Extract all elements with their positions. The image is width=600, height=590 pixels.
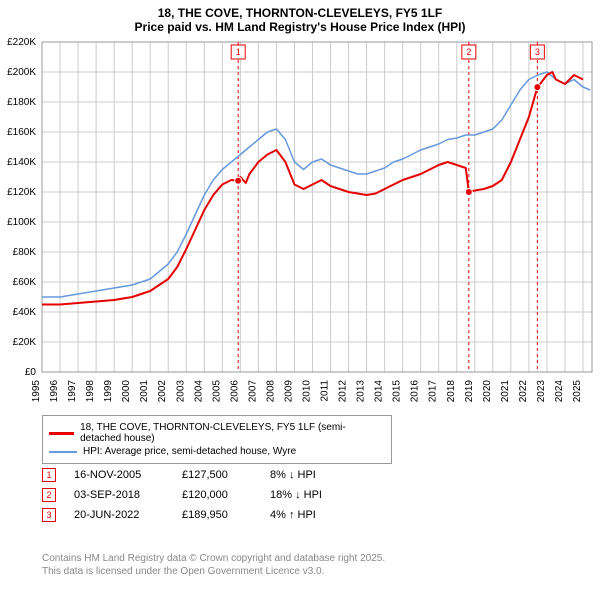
x-axis-label: 2019	[464, 380, 475, 403]
legend-item: 18, THE COVE, THORNTON-CLEVELEYS, FY5 1L…	[49, 422, 385, 444]
y-axis-label: £0	[25, 367, 37, 378]
x-axis-label: 2024	[554, 380, 565, 403]
x-axis-label: 2004	[193, 380, 204, 403]
x-axis-label: 1999	[103, 380, 114, 403]
x-axis-label: 2017	[428, 380, 439, 403]
y-axis-label: £180K	[7, 97, 36, 108]
x-axis-label: 2007	[247, 380, 258, 403]
sale-hpi-delta: 4% ↑ HPI	[270, 509, 370, 521]
chart-title-line1: 18, THE COVE, THORNTON-CLEVELEYS, FY5 1L…	[0, 0, 600, 20]
x-axis-label: 2006	[229, 380, 240, 403]
sale-row: 2 03-SEP-2018 £120,000 18% ↓ HPI	[42, 488, 370, 502]
x-axis-label: 1997	[67, 380, 78, 403]
x-axis-label: 2025	[572, 380, 583, 403]
x-axis-label: 2000	[121, 380, 132, 403]
sale-row: 3 20-JUN-2022 £189,950 4% ↑ HPI	[42, 508, 370, 522]
x-axis-label: 2010	[301, 380, 312, 403]
x-axis-label: 2016	[410, 380, 421, 403]
chart-svg: £0£20K£40K£60K£80K£100K£120K£140K£160K£1…	[42, 42, 592, 372]
y-axis-label: £100K	[7, 217, 36, 228]
footer-attribution: Contains HM Land Registry data © Crown c…	[42, 552, 385, 578]
x-axis-label: 2021	[500, 380, 511, 403]
y-axis-label: £60K	[13, 277, 37, 288]
y-axis-label: £40K	[13, 307, 37, 318]
x-axis-label: 2005	[211, 380, 222, 403]
x-axis-label: 1998	[85, 380, 96, 403]
sale-marker-1: 1	[231, 45, 245, 59]
svg-text:3: 3	[535, 47, 540, 57]
sale-hpi-delta: 18% ↓ HPI	[270, 489, 370, 501]
x-axis-label: 2012	[338, 380, 349, 403]
legend-swatch	[49, 432, 74, 435]
footer-line2: This data is licensed under the Open Gov…	[42, 565, 385, 578]
y-axis-label: £140K	[7, 157, 36, 168]
sale-row-marker: 1	[42, 468, 56, 482]
sale-price: £127,500	[182, 469, 252, 481]
x-axis-label: 2015	[392, 380, 403, 403]
legend-box: 18, THE COVE, THORNTON-CLEVELEYS, FY5 1L…	[42, 415, 392, 464]
sale-date: 03-SEP-2018	[74, 489, 164, 501]
x-axis-label: 1995	[31, 380, 42, 403]
x-axis-label: 2001	[139, 380, 150, 403]
sales-table: 1 16-NOV-2005 £127,500 8% ↓ HPI 2 03-SEP-2018…	[42, 462, 370, 528]
sale-row-marker: 3	[42, 508, 56, 522]
y-axis-label: £160K	[7, 127, 36, 138]
chart-title-line2: Price paid vs. HM Land Registry's House …	[0, 20, 600, 38]
sale-date: 16-NOV-2005	[74, 469, 164, 481]
sale-date: 20-JUN-2022	[74, 509, 164, 521]
sale-price: £120,000	[182, 489, 252, 501]
sale-row-marker: 2	[42, 488, 56, 502]
y-axis-label: £220K	[7, 37, 36, 48]
footer-line1: Contains HM Land Registry data © Crown c…	[42, 552, 385, 565]
series-hpi	[42, 72, 590, 297]
y-axis-label: £120K	[7, 187, 36, 198]
x-axis-label: 2011	[320, 380, 331, 402]
sale-hpi-delta: 8% ↓ HPI	[270, 469, 370, 481]
sale-row: 1 16-NOV-2005 £127,500 8% ↓ HPI	[42, 468, 370, 482]
x-axis-label: 2023	[536, 380, 547, 403]
x-axis-label: 2008	[265, 380, 276, 403]
x-axis-label: 2022	[518, 380, 529, 403]
x-axis-label: 2009	[283, 380, 294, 403]
chart-area: £0£20K£40K£60K£80K£100K£120K£140K£160K£1…	[42, 42, 592, 372]
legend-swatch	[49, 451, 77, 453]
x-axis-label: 1996	[49, 380, 60, 403]
legend-label: 18, THE COVE, THORNTON-CLEVELEYS, FY5 1L…	[80, 422, 385, 444]
x-axis-label: 2013	[356, 380, 367, 403]
svg-text:2: 2	[466, 47, 471, 57]
x-axis-label: 2002	[157, 380, 168, 403]
x-axis-label: 2020	[482, 380, 493, 403]
legend-label: HPI: Average price, semi-detached house,…	[83, 446, 296, 457]
sale-marker-3: 3	[530, 45, 544, 59]
svg-text:1: 1	[236, 47, 241, 57]
y-axis-label: £80K	[13, 247, 37, 258]
x-axis-label: 2018	[446, 380, 457, 403]
sale-price: £189,950	[182, 509, 252, 521]
legend-item: HPI: Average price, semi-detached house,…	[49, 446, 385, 457]
y-axis-label: £200K	[7, 67, 36, 78]
y-axis-label: £20K	[13, 337, 37, 348]
x-axis-label: 2014	[374, 380, 385, 403]
sale-marker-2: 2	[462, 45, 476, 59]
x-axis-label: 2003	[175, 380, 186, 403]
